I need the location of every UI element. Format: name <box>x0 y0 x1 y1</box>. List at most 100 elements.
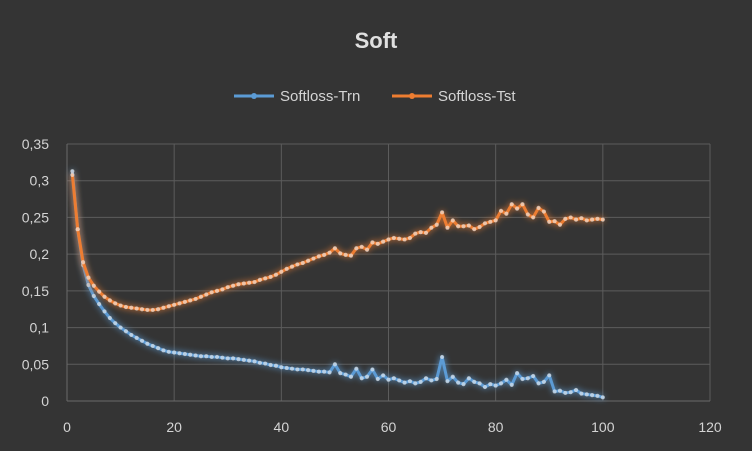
train-data-point <box>225 356 230 361</box>
test-data-point <box>263 276 268 281</box>
test-data-point <box>279 269 284 274</box>
train-data-point <box>488 382 493 387</box>
train-data-point <box>407 379 413 384</box>
train-data-point <box>359 376 364 381</box>
test-data-point <box>354 246 359 251</box>
axis-layer <box>66 144 710 402</box>
test-data-point <box>236 282 241 287</box>
test-data-point <box>327 250 332 255</box>
test-data-point <box>209 290 214 295</box>
test-data-point <box>482 221 488 226</box>
train-data-point <box>568 390 573 395</box>
train-data-point <box>273 363 279 368</box>
test-data-point <box>590 217 595 222</box>
test-data-point <box>70 172 75 177</box>
test-data-point <box>172 302 177 307</box>
chart-legend: Softloss-Trn Softloss-Tst <box>234 88 516 105</box>
train-data-point <box>493 383 498 388</box>
train-data-point <box>450 374 455 379</box>
train-data-point <box>439 354 445 360</box>
train-data-point <box>397 378 402 383</box>
legend-test-marker <box>409 93 415 99</box>
test-data-point <box>75 227 80 232</box>
train-data-point <box>241 357 246 362</box>
test-data-point <box>241 281 246 286</box>
train-data-point <box>188 352 193 357</box>
train-data-point <box>445 379 450 384</box>
train-data-point <box>166 349 171 354</box>
train-data-point <box>247 358 252 363</box>
test-data-point <box>338 251 343 256</box>
test-data-point <box>86 275 91 280</box>
test-data-point <box>113 301 118 306</box>
train-data-point <box>70 169 75 174</box>
test-data-point <box>214 288 220 293</box>
train-data-point <box>381 373 386 378</box>
train-data-point <box>579 391 584 396</box>
train-data-point <box>139 338 145 343</box>
test-data-point <box>573 217 579 222</box>
test-data-point <box>139 307 145 312</box>
legend-item-train: Softloss-Trn <box>234 88 360 105</box>
train-data-point <box>177 351 182 356</box>
x-tick-label: 0 <box>63 419 71 435</box>
train-data-point <box>563 390 568 396</box>
test-data-point <box>370 240 375 245</box>
train-data-point <box>252 359 257 364</box>
test-data-point <box>182 299 187 304</box>
test-data-point <box>225 285 230 290</box>
train-data-point <box>370 367 375 372</box>
test-data-point <box>332 246 338 251</box>
test-data-point <box>391 235 396 241</box>
train-data-point <box>600 395 605 400</box>
train-data-point <box>461 382 466 387</box>
test-data-point <box>595 216 600 221</box>
train-data-point <box>515 370 520 376</box>
train-data-point <box>423 376 429 381</box>
test-data-point <box>300 260 305 266</box>
test-data-point <box>477 224 482 230</box>
legend-train-marker <box>251 93 257 99</box>
train-data-point <box>204 354 209 359</box>
train-data-point <box>541 379 546 385</box>
series-line-train <box>70 169 605 399</box>
y-tick-label: 0 <box>41 393 49 409</box>
train-data-point <box>209 354 214 360</box>
train-data-point <box>263 361 268 366</box>
train-data-point <box>279 365 284 370</box>
train-data-point <box>86 282 91 288</box>
test-data-point <box>488 219 493 224</box>
test-data-point <box>547 219 552 224</box>
y-tick-label: 0,2 <box>30 246 50 262</box>
y-tick-label: 0,05 <box>22 356 49 372</box>
train-data-point <box>91 293 96 299</box>
test-data-point <box>493 218 498 223</box>
test-data-point <box>273 272 279 277</box>
test-data-point <box>177 301 182 306</box>
train-data-point <box>161 348 166 353</box>
test-data-point <box>461 224 466 229</box>
train-data-point <box>348 374 354 379</box>
train-data-point <box>557 388 563 393</box>
test-data-point <box>155 307 161 312</box>
test-data-point <box>97 289 102 294</box>
train-data-point <box>129 332 134 338</box>
test-data-point <box>343 252 348 257</box>
test-data-point <box>429 225 434 230</box>
train-data-point <box>391 376 396 381</box>
train-data-point <box>509 382 514 387</box>
train-data-point <box>332 362 338 367</box>
test-data-point <box>289 264 295 269</box>
chart-title: Soft <box>355 28 398 53</box>
test-data-point <box>536 205 541 210</box>
test-data-point <box>145 307 150 313</box>
x-tick-label: 20 <box>166 419 182 435</box>
test-data-point <box>306 258 311 263</box>
train-data-point <box>295 367 300 372</box>
test-data-point <box>445 225 450 230</box>
test-data-point <box>563 216 568 221</box>
test-data-point <box>509 202 514 207</box>
test-data-point <box>129 305 134 310</box>
